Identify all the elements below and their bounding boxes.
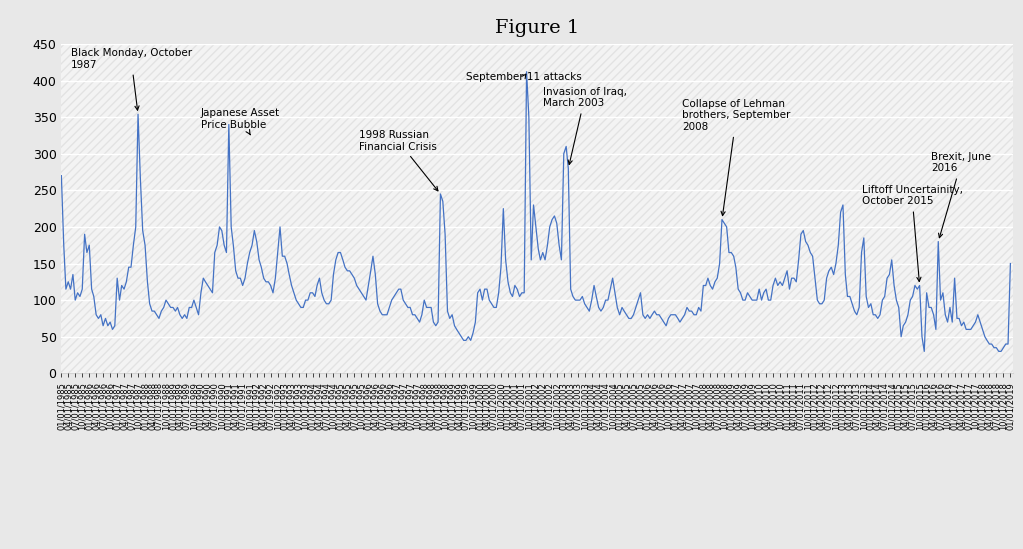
Text: Liftoff Uncertainity,
October 2015: Liftoff Uncertainity, October 2015 xyxy=(861,185,963,282)
Text: Japanese Asset
Price Bubble: Japanese Asset Price Bubble xyxy=(201,108,280,135)
Title: Figure 1: Figure 1 xyxy=(495,19,579,37)
Bar xyxy=(61,44,1013,373)
Text: Brexit, June
2016: Brexit, June 2016 xyxy=(931,152,991,238)
Text: Invasion of Iraq,
March 2003: Invasion of Iraq, March 2003 xyxy=(543,87,627,165)
Text: Collapse of Lehman
brothers, September
2008: Collapse of Lehman brothers, September 2… xyxy=(682,99,791,216)
Text: 1998 Russian
Financial Crisis: 1998 Russian Financial Crisis xyxy=(359,130,438,191)
Text: September 11 attacks: September 11 attacks xyxy=(465,72,582,82)
Text: Black Monday, October
1987: Black Monday, October 1987 xyxy=(71,48,191,110)
